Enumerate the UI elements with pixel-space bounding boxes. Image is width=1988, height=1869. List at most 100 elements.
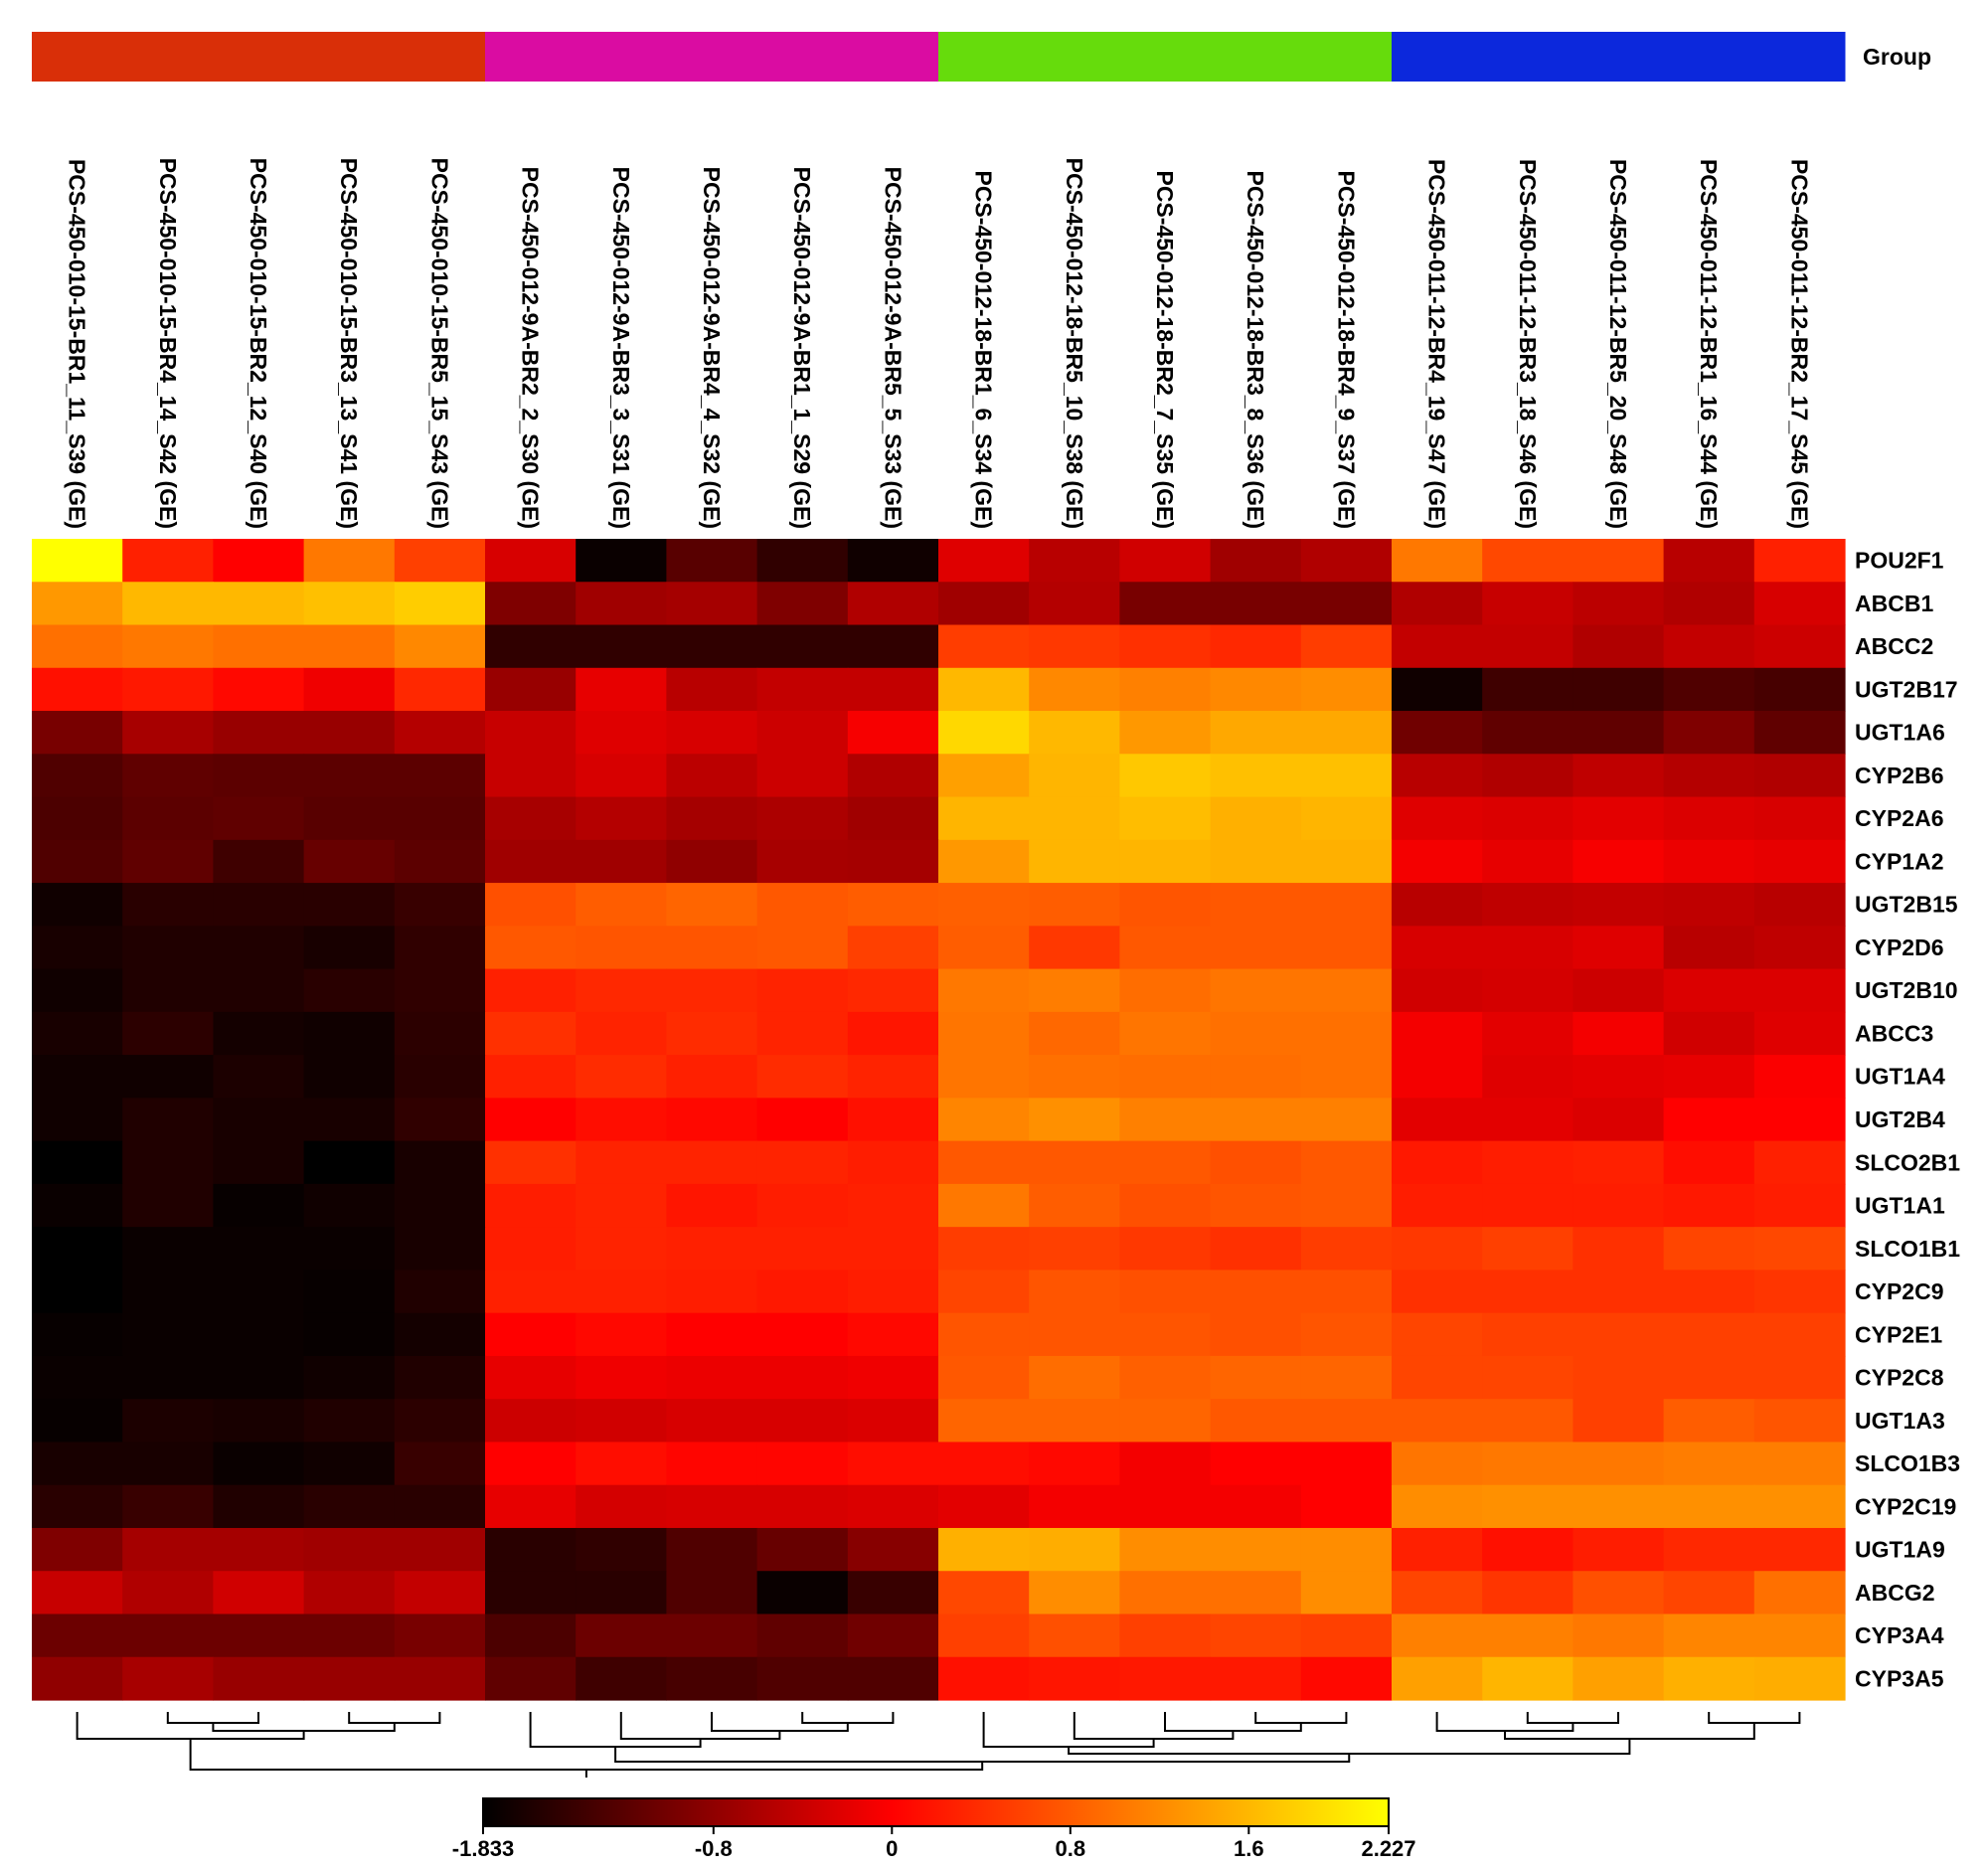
- heatmap-cell: [666, 1140, 758, 1185]
- row-label: POU2F1: [1855, 548, 1944, 574]
- heatmap-cell: [213, 1312, 305, 1357]
- heatmap-cell: [1482, 1571, 1574, 1615]
- heatmap-cell: [1663, 582, 1755, 626]
- heatmap-cell: [756, 1527, 849, 1572]
- heatmap-cell: [938, 1355, 1030, 1400]
- heatmap-cell: [666, 1527, 758, 1572]
- heatmap-cell: [1753, 754, 1846, 798]
- heatmap-cell: [1300, 1312, 1393, 1357]
- heatmap-cell: [1119, 582, 1212, 626]
- heatmap-cell: [1663, 1098, 1755, 1142]
- heatmap-cell: [756, 1656, 849, 1701]
- dendrogram-branch: [76, 1712, 305, 1740]
- heatmap-cell: [1482, 1140, 1574, 1185]
- heatmap-cell: [847, 539, 939, 583]
- dendrogram-branch: [212, 1723, 396, 1732]
- heatmap-cell: [213, 1399, 305, 1444]
- heatmap-cell: [576, 1270, 667, 1314]
- heatmap-cell: [1663, 1614, 1755, 1658]
- heatmap-cell: [32, 926, 123, 970]
- heatmap-cell: [213, 754, 305, 798]
- heatmap-cell: [847, 754, 939, 798]
- heatmap-cell: [1482, 1227, 1574, 1272]
- dendrogram-branch: [982, 1712, 1155, 1748]
- heatmap-cell: [394, 1140, 486, 1185]
- dendrogram-branch: [1435, 1712, 1574, 1732]
- heatmap-cell: [394, 1484, 486, 1529]
- heatmap-cell: [122, 1140, 214, 1185]
- heatmap-cell: [32, 1656, 123, 1701]
- heatmap-cell: [32, 711, 123, 755]
- heatmap-cell: [1210, 1312, 1302, 1357]
- heatmap-cell: [666, 1614, 758, 1658]
- heatmap-cell: [394, 1614, 486, 1658]
- heatmap-cells: [32, 539, 1846, 1701]
- column-label: PCS-450-012-9A-BR2_2_S30 (GE): [518, 167, 544, 529]
- heatmap-cell: [1753, 1055, 1846, 1099]
- heatmap-cell: [847, 1355, 939, 1400]
- heatmap-cell: [1210, 1055, 1302, 1099]
- heatmap-cell: [756, 1011, 849, 1056]
- heatmap-cell: [847, 667, 939, 712]
- heatmap-cell: [1210, 1399, 1302, 1444]
- heatmap-cell: [122, 883, 214, 927]
- column-label: PCS-450-011-12-BR4_19_S47 (GE): [1424, 159, 1450, 529]
- heatmap-cell: [394, 1270, 486, 1314]
- heatmap-cell: [394, 539, 486, 583]
- heatmap-cell: [847, 968, 939, 1013]
- dendrogram-branch: [529, 1712, 702, 1748]
- heatmap-cell: [1573, 839, 1665, 884]
- heatmap-cell: [666, 754, 758, 798]
- heatmap-cell: [1392, 539, 1483, 583]
- column-label: PCS-450-012-18-BR5_10_S38 (GE): [1062, 158, 1087, 529]
- heatmap-cell: [303, 539, 396, 583]
- heatmap-cell: [756, 1614, 849, 1658]
- heatmap-cell: [1573, 754, 1665, 798]
- heatmap-cell: [1482, 1399, 1574, 1444]
- heatmap-cell: [576, 539, 667, 583]
- heatmap-cell: [1753, 1442, 1846, 1486]
- heatmap-cell: [1119, 1227, 1212, 1272]
- heatmap-cell: [756, 1442, 849, 1486]
- heatmap-cell: [1753, 1355, 1846, 1400]
- heatmap-cell: [1300, 1011, 1393, 1056]
- heatmap-cell: [1210, 1098, 1302, 1142]
- heatmap-cell: [938, 796, 1030, 841]
- heatmap-cell: [303, 1484, 396, 1529]
- heatmap-cell: [576, 1656, 667, 1701]
- heatmap-cell: [1300, 926, 1393, 970]
- heatmap-cell: [1300, 1527, 1393, 1572]
- heatmap-cell: [1300, 539, 1393, 583]
- heatmap-cell: [1663, 1656, 1755, 1701]
- heatmap-cell: [1663, 667, 1755, 712]
- heatmap-cell: [1482, 1484, 1574, 1529]
- column-label: PCS-450-010-15-BR2_12_S40 (GE): [246, 158, 271, 529]
- heatmap-cell: [1029, 1571, 1120, 1615]
- heatmap-cell: [576, 796, 667, 841]
- heatmap-cell: [756, 1055, 849, 1099]
- heatmap-cell: [213, 1527, 305, 1572]
- heatmap-cell: [1663, 839, 1755, 884]
- heatmap-cell: [1300, 582, 1393, 626]
- heatmap-cell: [666, 968, 758, 1013]
- heatmap-cell: [122, 1355, 214, 1400]
- heatmap-cell: [122, 1527, 214, 1572]
- heatmap-cell: [1753, 796, 1846, 841]
- heatmap-cell: [1029, 711, 1120, 755]
- heatmap-cell: [1300, 1571, 1393, 1615]
- heatmap-cell: [938, 539, 1030, 583]
- heatmap-cell: [32, 839, 123, 884]
- heatmap-cell: [938, 1183, 1030, 1228]
- dendrogram-branch: [1073, 1712, 1235, 1740]
- heatmap-cell: [576, 1355, 667, 1400]
- heatmap-cell: [1300, 796, 1393, 841]
- row-label: CYP2C8: [1855, 1365, 1944, 1391]
- heatmap-cell: [1300, 1355, 1393, 1400]
- heatmap-cell: [1573, 711, 1665, 755]
- heatmap-cell: [938, 839, 1030, 884]
- heatmap-cell: [756, 1399, 849, 1444]
- heatmap-cell: [303, 624, 396, 669]
- heatmap-cell: [756, 1227, 849, 1272]
- heatmap-cell: [394, 1011, 486, 1056]
- heatmap-cell: [1753, 624, 1846, 669]
